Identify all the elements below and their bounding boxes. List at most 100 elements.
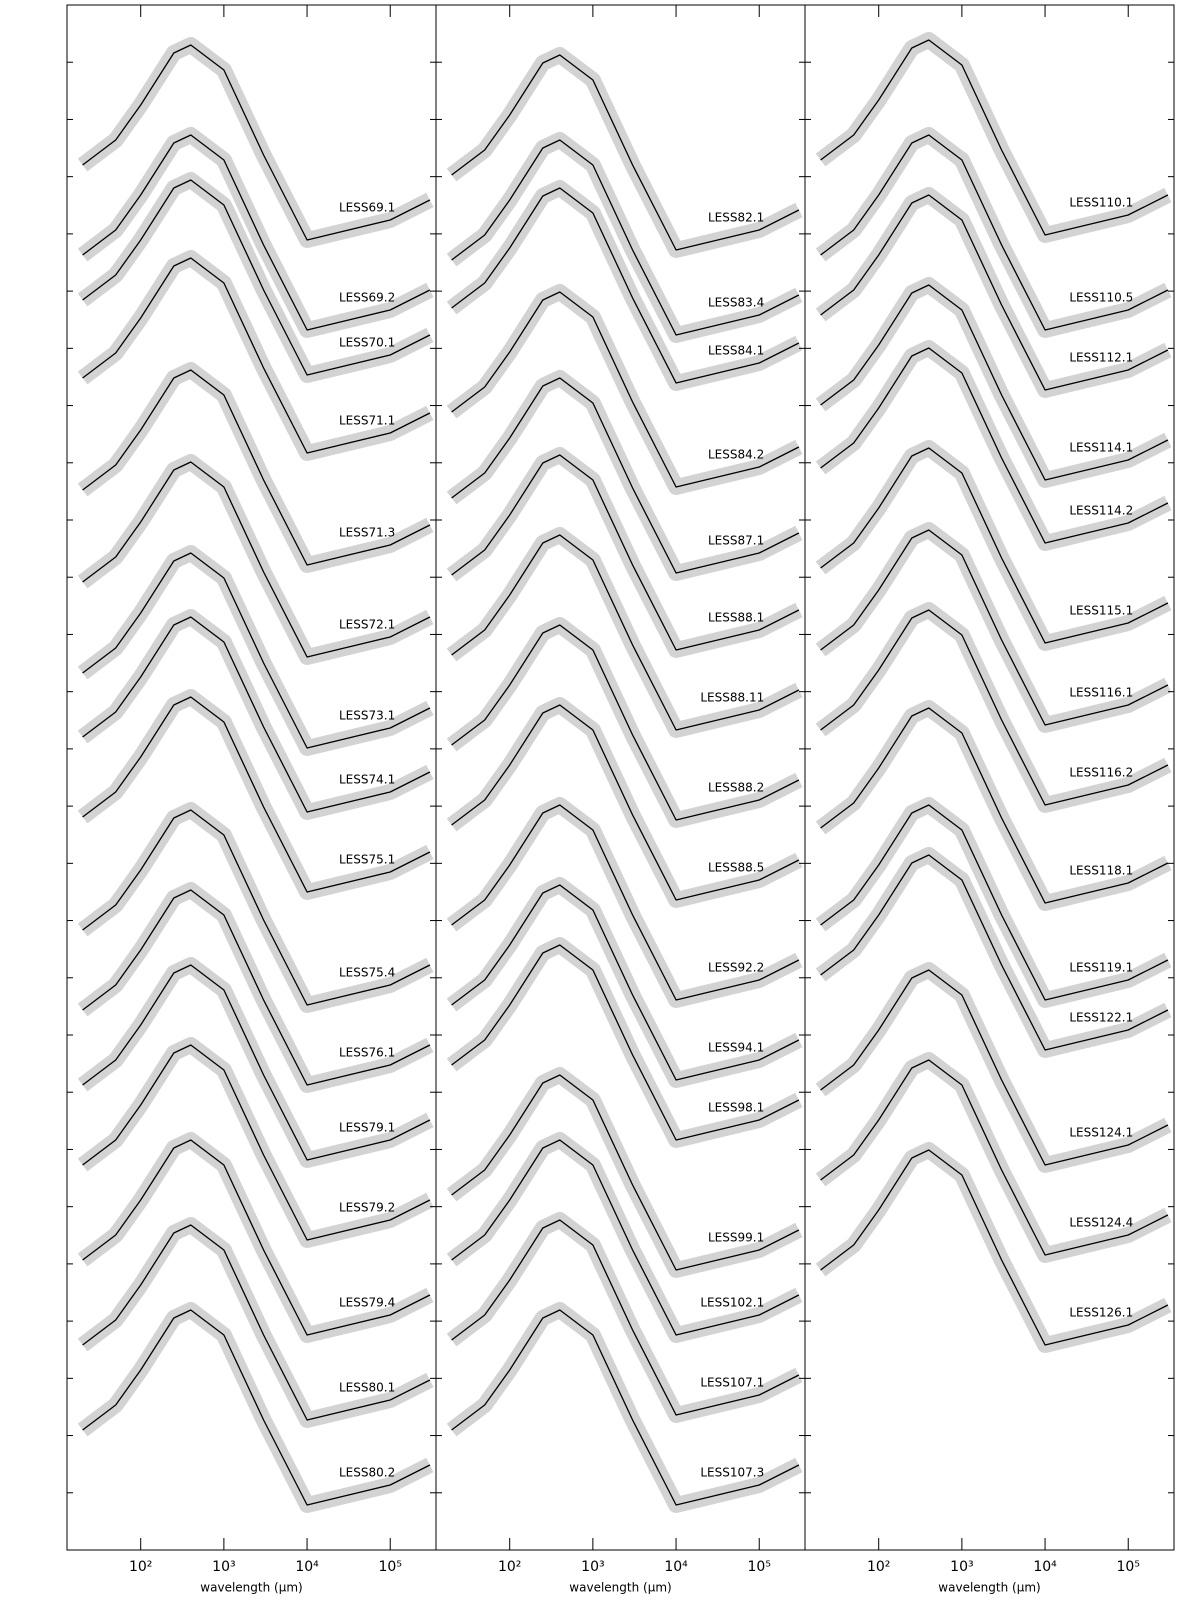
x-tick-label: 10³: [212, 1559, 235, 1575]
series-label: LESS114.2: [1069, 504, 1133, 518]
series-label: LESS98.1: [708, 1101, 764, 1115]
sed-curve: [820, 447, 1169, 644]
series-label: LESS72.1: [339, 618, 395, 632]
series-label: LESS107.1: [700, 1376, 764, 1390]
series-label: LESS75.4: [339, 966, 395, 980]
series-label: LESS71.3: [339, 526, 395, 540]
sed-curve: [82, 1309, 431, 1506]
series-label: LESS124.4: [1069, 1216, 1133, 1230]
series-label: LESS102.1: [700, 1296, 764, 1310]
panel-frame: [804, 4, 1175, 1551]
series-label: LESS116.2: [1069, 766, 1133, 780]
x-tick-label: 10⁵: [748, 1559, 771, 1575]
sed-curve: [82, 616, 431, 813]
sed-curve: [820, 804, 1169, 1001]
series-label: LESS75.1: [339, 853, 395, 867]
series-label: LESS79.1: [339, 1121, 395, 1135]
panel: [446, 47, 803, 1513]
sed-curve: [451, 139, 800, 336]
series-label: LESS74.1: [339, 773, 395, 787]
sed-curve: [451, 884, 800, 1081]
x-tick-label: 10⁴: [1033, 1559, 1057, 1575]
x-tick-label: 10³: [950, 1559, 973, 1575]
series-label: LESS71.1: [339, 414, 395, 428]
series-label: LESS118.1: [1069, 864, 1133, 878]
series-label: LESS83.4: [708, 296, 764, 310]
sed-curve: [820, 347, 1169, 544]
series-label: LESS80.2: [339, 1466, 395, 1480]
series-label: LESS88.2: [708, 781, 764, 795]
series-label: LESS82.1: [708, 211, 764, 225]
sed-curve: [82, 964, 431, 1161]
series-label: LESS124.1: [1069, 1126, 1133, 1140]
sed-curve: [451, 291, 800, 488]
sed-curve: [82, 1044, 431, 1241]
series-label: LESS126.1: [1069, 1306, 1133, 1320]
series-label: LESS69.2: [339, 291, 395, 305]
sed-curve: [82, 809, 431, 1006]
sed-curve: [451, 624, 800, 821]
sed-curve: [82, 461, 431, 658]
x-axis-label: wavelength (μm): [200, 1581, 302, 1595]
series-label: LESS73.1: [339, 709, 395, 723]
sed-curve: [451, 187, 800, 384]
series-label: LESS119.1: [1069, 961, 1133, 975]
sed-curve: [451, 377, 800, 574]
sed-curve: [82, 369, 431, 566]
sed-curve: [82, 889, 431, 1086]
series-label: LESS92.2: [708, 961, 764, 975]
sed-curve: [82, 1139, 431, 1336]
sed-curve: [82, 44, 431, 241]
series-label: LESS87.1: [708, 534, 764, 548]
x-axis-label: wavelength (μm): [569, 1581, 671, 1595]
sed-curve: [820, 969, 1169, 1166]
sed-curve: [451, 1219, 800, 1416]
sed-curve: [451, 1074, 800, 1271]
series-label: LESS110.1: [1069, 196, 1133, 210]
series-label: LESS76.1: [339, 1046, 395, 1060]
x-tick-label: 10⁵: [1117, 1559, 1140, 1575]
panel: [815, 32, 1172, 1353]
panel: [77, 37, 434, 1513]
sed-curve: [820, 1059, 1169, 1256]
sed-curve: [82, 696, 431, 893]
series-label: LESS114.1: [1069, 441, 1133, 455]
sed-curve: [820, 1149, 1169, 1346]
series-label: LESS80.1: [339, 1381, 395, 1395]
series-label: LESS116.1: [1069, 686, 1133, 700]
series-label: LESS122.1: [1069, 1011, 1133, 1025]
series-label: LESS79.4: [339, 1296, 395, 1310]
x-tick-label: 10²: [129, 1559, 152, 1575]
x-tick-label: 10³: [581, 1559, 604, 1575]
series-label: LESS99.1: [708, 1231, 764, 1245]
series-label: LESS115.1: [1069, 604, 1133, 618]
x-tick-label: 10⁴: [664, 1559, 688, 1575]
x-tick-label: 10²: [498, 1559, 521, 1575]
sed-curve: [82, 1224, 431, 1421]
series-label: LESS79.2: [339, 1201, 395, 1215]
sed-curve: [82, 179, 431, 376]
series-label: LESS110.5: [1069, 291, 1133, 305]
sed-curve: [82, 257, 431, 454]
sed-curve: [82, 134, 431, 331]
sed-curve: [820, 529, 1169, 726]
sed-curve: [820, 707, 1169, 904]
sed-curve: [451, 454, 800, 651]
sed-curve: [820, 609, 1169, 806]
x-tick-label: 10⁵: [379, 1559, 402, 1575]
x-tick-label: 10²: [867, 1559, 890, 1575]
sed-curve: [820, 284, 1169, 481]
series-label: LESS84.1: [708, 344, 764, 358]
sed-curve: [82, 552, 431, 749]
x-tick-label: 10⁴: [295, 1559, 319, 1575]
sed-curve: [451, 804, 800, 1001]
series-label: LESS88.5: [708, 861, 764, 875]
sed-curve: [451, 534, 800, 731]
sed-curve: [451, 944, 800, 1141]
series-label: LESS107.3: [700, 1466, 764, 1480]
sed-curve: [451, 704, 800, 901]
x-axis-label: wavelength (μm): [938, 1581, 1040, 1595]
series-label: LESS69.1: [339, 201, 395, 215]
series-label: LESS88.1: [708, 611, 764, 625]
